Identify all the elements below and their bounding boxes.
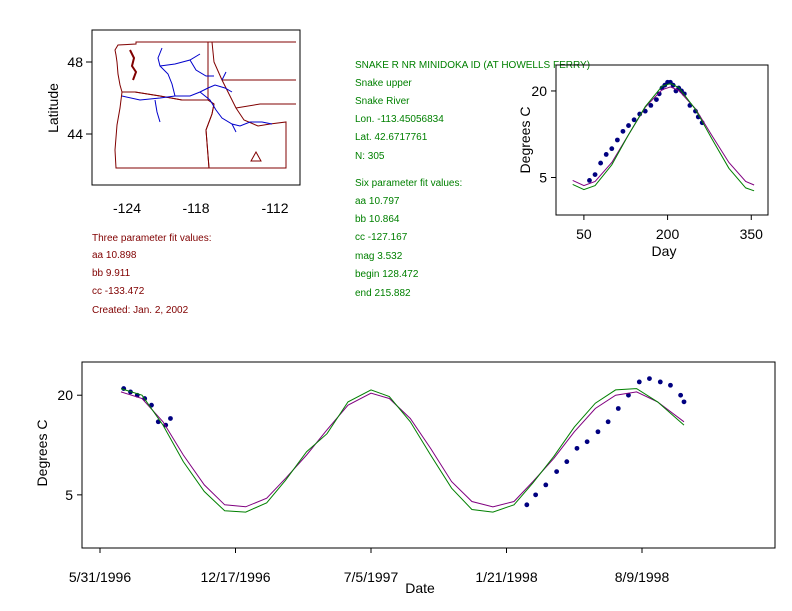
three-param-heading: Three parameter fit values:: [92, 233, 212, 244]
tributary-1: [159, 53, 201, 67]
date-observed-point: [524, 502, 530, 508]
station-lon: Lon. -113.45056834: [355, 114, 444, 125]
station-block: SNAKE R NR MINIDOKA ID (AT HOWELLS FERRY…: [355, 60, 590, 299]
map-ylabel: Latitude: [45, 83, 61, 133]
date-observed-point: [168, 416, 173, 421]
day-ytick-label: 20: [531, 83, 547, 99]
day-xtick-label: 50: [576, 226, 592, 242]
date-chart: Degrees C Date 5/31/1996 12/17/1996 7/5/19…: [34, 361, 776, 596]
day-chart-ylabel: Degrees C: [517, 107, 533, 174]
date-observed-point: [626, 392, 631, 398]
day-observed-point: [654, 97, 659, 103]
station-river: Snake River: [355, 96, 410, 107]
date-xtick-label: 7/5/1997: [344, 569, 399, 585]
day-chart-xlabel: Day: [652, 243, 677, 259]
date-observed-point: [668, 382, 673, 388]
day-observed-point: [648, 102, 654, 108]
station-n: N: 305: [355, 151, 385, 162]
date-observed-point: [564, 459, 570, 465]
map-frame: [91, 29, 301, 186]
three-param-block: Three parameter fit values: aa 10.898 bb…: [92, 233, 212, 316]
day-six-param-fit-line: [572, 82, 755, 192]
day-observed-point: [631, 117, 637, 123]
six-param-bb: bb 10.864: [355, 214, 400, 225]
six-param-end: end 215.882: [355, 288, 411, 299]
map-ytick-48: 48: [67, 54, 83, 70]
date-observed-point: [584, 439, 590, 445]
day-observed-point: [592, 172, 598, 178]
station-name: SNAKE R NR MINIDOKA ID (AT HOWELLS FERRY…: [355, 60, 590, 71]
washington-outline: [114, 41, 209, 101]
date-observed-point: [533, 492, 539, 498]
columbia-river: [121, 84, 233, 101]
tributary-4: [231, 123, 237, 133]
six-param-aa: aa 10.797: [355, 196, 400, 207]
tributary-2: [189, 59, 214, 77]
day-three-param-fit-line: [572, 86, 755, 187]
date-chart-frame: [81, 361, 776, 549]
date-xtick-label: 8/9/1998: [615, 569, 670, 585]
montana-outline: [212, 41, 296, 109]
date-xtick-label: 12/17/1996: [200, 569, 270, 585]
day-observed-point: [609, 146, 615, 152]
date-observed-point: [647, 376, 652, 382]
day-ytick-label: 5: [539, 170, 547, 186]
date-observed-point: [554, 469, 560, 475]
date-xtick-label: 1/21/1998: [475, 569, 537, 585]
day-observed-point: [603, 152, 609, 157]
map-panel: Latitude 48 44 -124 -118 -112: [45, 29, 301, 216]
six-param-heading: Six parameter fit values:: [355, 178, 462, 189]
tributary-3: [154, 99, 161, 123]
map-ytick-44: 44: [67, 126, 83, 142]
station-lat: Lat. 42.6717761: [355, 132, 428, 143]
state-boundaries: [114, 41, 296, 169]
day-observed-point: [626, 123, 631, 128]
created-date: Created: Jan. 2, 2002: [92, 305, 189, 316]
tributary-5: [221, 71, 227, 81]
three-param-cc: cc -133.472: [92, 286, 145, 297]
date-observed-point: [615, 406, 621, 411]
station-marker: [250, 150, 262, 162]
idaho-outline: [205, 41, 287, 169]
station-reach: Snake upper: [355, 78, 412, 89]
date-three-param-fit-line: [120, 391, 685, 508]
date-six-param-fit-line: [120, 388, 685, 513]
date-observed-point: [657, 379, 663, 385]
date-ytick-label: 5: [65, 487, 73, 503]
six-param-begin: begin 128.472: [355, 269, 419, 280]
map-xtick-118: -118: [183, 200, 210, 216]
three-param-aa: aa 10.898: [92, 250, 137, 261]
date-observed-point: [605, 419, 611, 425]
map-xtick-112: -112: [262, 200, 289, 216]
date-observed-point: [574, 445, 580, 451]
puget-sound: [129, 49, 138, 81]
day-observed-point: [620, 128, 626, 134]
date-observed-point: [543, 482, 549, 488]
river-network: [121, 47, 273, 133]
date-chart-ylabel: Degrees C: [34, 420, 50, 487]
snake-river: [199, 91, 273, 127]
day-observed-point: [598, 160, 604, 166]
day-chart-frame: [555, 64, 769, 216]
six-param-cc: cc -127.167: [355, 232, 408, 243]
columbia-upper: [157, 47, 176, 97]
day-chart: Degrees C Day 50 200 350 5 20: [517, 64, 769, 259]
date-ytick-label: 20: [57, 387, 73, 403]
date-chart-xlabel: Date: [405, 580, 435, 596]
oregon-outline: [114, 91, 215, 169]
date-observed-point: [595, 429, 601, 435]
day-xtick-label: 350: [740, 226, 764, 242]
date-observed-point: [681, 399, 687, 405]
date-xtick-label: 5/31/1996: [69, 569, 131, 585]
day-observed-point: [587, 177, 592, 183]
date-observed-point: [636, 379, 642, 385]
date-observed-point: [678, 392, 684, 398]
six-param-mag: mag 3.532: [355, 251, 403, 262]
day-xtick-label: 200: [656, 226, 680, 242]
day-observed-point: [656, 91, 662, 97]
map-xtick-124: -124: [113, 200, 141, 216]
day-observed-point: [614, 137, 620, 143]
three-param-bb: bb 9.911: [92, 268, 131, 279]
